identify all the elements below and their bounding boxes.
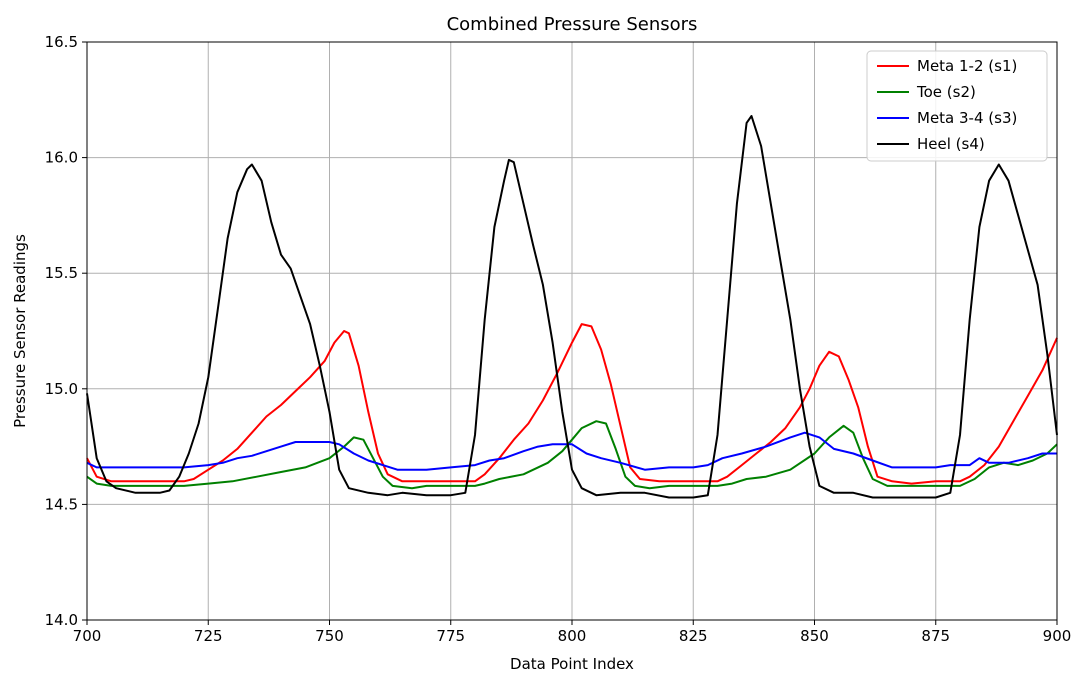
- x-tick-label: 875: [921, 627, 950, 645]
- legend-label: Heel (s4): [917, 135, 985, 153]
- axis-ticks: 700 725 750 775 800 825 850 875 900 14.0 14.5 15.0 1…: [45, 33, 1072, 645]
- x-tick-label: 900: [1043, 627, 1072, 645]
- x-tick-label: 800: [558, 627, 587, 645]
- x-tick-label: 825: [679, 627, 708, 645]
- y-tick-label: 16.5: [45, 33, 78, 51]
- x-tick-label: 700: [73, 627, 102, 645]
- series-line-meta-1-2-s1: [86, 323, 1058, 485]
- y-tick-label: 14.0: [45, 611, 78, 629]
- series-lines: [86, 115, 1058, 499]
- legend-label: Meta 3-4 (s3): [917, 109, 1017, 127]
- x-tick-label: 850: [800, 627, 829, 645]
- series-line-toe-s2: [86, 420, 1058, 490]
- legend-box: [866, 50, 1048, 162]
- x-axis-label: Data Point Index: [510, 655, 634, 673]
- y-tick-label: 14.5: [45, 495, 78, 513]
- y-tick-label: 15.5: [45, 264, 78, 282]
- legend: Meta 1-2 (s1) Toe (s2) Meta 3-4 (s3) Heel (…: [866, 50, 1048, 162]
- legend-label: Toe (s2): [916, 83, 976, 101]
- x-tick-label: 775: [436, 627, 465, 645]
- x-tick-label: 750: [315, 627, 344, 645]
- legend-label: Meta 1-2 (s1): [917, 57, 1017, 75]
- chart-title: Combined Pressure Sensors: [447, 14, 698, 35]
- y-tick-label: 15.0: [45, 380, 78, 398]
- y-axis-label: Pressure Sensor Readings: [11, 234, 29, 428]
- x-tick-label: 725: [194, 627, 223, 645]
- series-line-meta-3-4-s3: [86, 431, 1057, 471]
- series-line-heel-s4: [86, 115, 1058, 499]
- y-tick-label: 16.0: [45, 149, 78, 167]
